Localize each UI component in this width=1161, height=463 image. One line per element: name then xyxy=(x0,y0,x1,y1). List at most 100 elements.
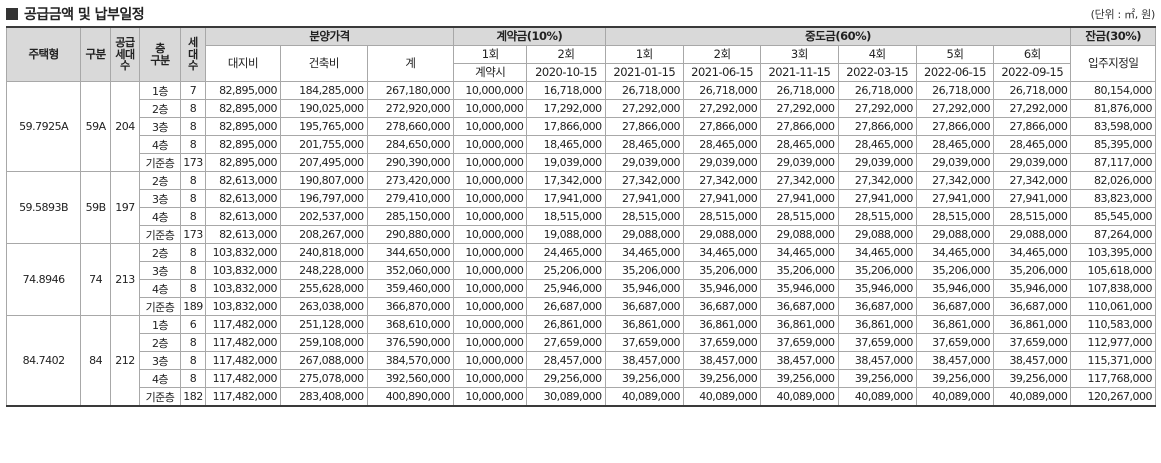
table-row: 74.8946 74 213 2층 8 103,832,000 240,818,000 344… xyxy=(5,243,1156,316)
table-row: 84.7402 84 212 1층 6 117,482,000 251,128,000 368… xyxy=(5,315,1156,407)
balance-cell: 107,838,000 xyxy=(1070,279,1156,298)
total-price-cell: 392,560,000 xyxy=(366,369,455,388)
unit-code-cell: 59A xyxy=(80,81,112,172)
units-cell: 189 xyxy=(180,297,206,316)
mid-payment-cell: 37,659,000 xyxy=(682,333,762,352)
unit-type-cell: 59.7925A xyxy=(5,81,82,172)
col-units: 세 대 수 xyxy=(180,26,206,82)
table-row: 기준층 189 103,832,000 263,038,000 366,870,000 1… xyxy=(7,297,1156,316)
land-price-cell: 82,895,000 xyxy=(204,153,282,172)
deposit-1-cell: 10,000,000 xyxy=(453,153,528,172)
mid-payment-cell: 29,039,000 xyxy=(760,153,839,172)
balance-cell: 81,876,000 xyxy=(1070,99,1156,118)
land-price-cell: 82,613,000 xyxy=(204,171,282,190)
mid-payment-cell: 38,457,000 xyxy=(604,351,684,370)
mid-payment-cell: 34,465,000 xyxy=(915,243,995,262)
floor-cell: 기준층 xyxy=(138,225,182,244)
unit-code-cell: 74 xyxy=(80,243,112,316)
mid-payment-cell: 35,946,000 xyxy=(760,279,839,298)
mid-payment-cell: 29,039,000 xyxy=(915,153,995,172)
col-mid-date: 2021-01-15 xyxy=(604,63,684,82)
mid-payment-cell: 27,866,000 xyxy=(993,117,1072,136)
deposit-1-cell: 10,000,000 xyxy=(453,189,528,208)
mid-payment-cell: 38,457,000 xyxy=(760,351,839,370)
col-dep-round: 1회 xyxy=(453,45,528,64)
land-price-cell: 82,613,000 xyxy=(204,207,282,226)
mid-payment-cell: 27,941,000 xyxy=(682,189,762,208)
mid-payment-cell: 37,659,000 xyxy=(837,333,917,352)
mid-payment-cell: 29,088,000 xyxy=(837,225,917,244)
building-price-cell: 207,495,000 xyxy=(280,153,368,172)
mid-payment-cell: 26,718,000 xyxy=(915,81,995,100)
mid-payment-cell: 35,946,000 xyxy=(604,279,684,298)
deposit-2-cell: 17,342,000 xyxy=(526,171,606,190)
units-cell: 8 xyxy=(180,99,206,118)
floor-cell: 기준층 xyxy=(138,297,182,316)
land-price-cell: 117,482,000 xyxy=(204,369,282,388)
floor-cell: 2층 xyxy=(138,99,182,118)
supply-count-cell: 212 xyxy=(110,315,140,407)
building-price-cell: 263,038,000 xyxy=(280,297,368,316)
balance-cell: 83,823,000 xyxy=(1070,189,1156,208)
building-price-cell: 255,628,000 xyxy=(280,279,368,298)
deposit-1-cell: 10,000,000 xyxy=(453,279,528,298)
mid-payment-cell: 27,941,000 xyxy=(837,189,917,208)
total-price-cell: 290,390,000 xyxy=(366,153,455,172)
total-price-cell: 285,150,000 xyxy=(366,207,455,226)
land-price-cell: 82,613,000 xyxy=(204,225,282,244)
deposit-2-cell: 19,088,000 xyxy=(526,225,606,244)
col-building: 건축비 xyxy=(280,45,368,82)
unit-type-cell: 59.5893B xyxy=(5,171,82,244)
mid-payment-cell: 40,089,000 xyxy=(682,387,762,407)
col-supply-units: 공급 세대 수 xyxy=(110,26,140,82)
table-row: 4층 8 82,895,000 201,755,000 284,650,000 10,00… xyxy=(7,135,1156,154)
mid-payment-cell: 39,256,000 xyxy=(837,369,917,388)
mid-payment-cell: 29,039,000 xyxy=(682,153,762,172)
units-cell: 182 xyxy=(180,387,206,407)
mid-payment-cell: 36,687,000 xyxy=(915,297,995,316)
mid-payment-cell: 35,206,000 xyxy=(604,261,684,280)
mid-payment-cell: 35,946,000 xyxy=(993,279,1072,298)
mid-payment-cell: 27,342,000 xyxy=(915,171,995,190)
deposit-2-cell: 24,465,000 xyxy=(526,243,606,262)
building-price-cell: 275,078,000 xyxy=(280,369,368,388)
units-cell: 8 xyxy=(180,117,206,136)
total-price-cell: 279,410,000 xyxy=(366,189,455,208)
total-price-cell: 290,880,000 xyxy=(366,225,455,244)
col-mid-round: 2회 xyxy=(682,45,762,64)
unit-code-cell: 84 xyxy=(80,315,112,407)
floor-cell: 4층 xyxy=(138,369,182,388)
col-mid-date: 2021-11-15 xyxy=(760,63,839,82)
building-price-cell: 190,025,000 xyxy=(280,99,368,118)
mid-payment-cell: 27,941,000 xyxy=(604,189,684,208)
mid-payment-cell: 27,292,000 xyxy=(604,99,684,118)
land-price-cell: 82,895,000 xyxy=(204,135,282,154)
section-header: 공급금액 및 납부일정 xyxy=(6,4,145,24)
table-row: 3층 8 82,613,000 196,797,000 279,410,000 10,00… xyxy=(7,189,1156,208)
deposit-2-cell: 17,866,000 xyxy=(526,117,606,136)
land-price-cell: 117,482,000 xyxy=(204,333,282,352)
table-row: 59.7925A 59A 204 1층 7 82,895,000 184,285,000 26… xyxy=(5,81,1156,172)
mid-payment-cell: 40,089,000 xyxy=(760,387,839,407)
balance-cell: 80,154,000 xyxy=(1070,81,1156,100)
total-price-cell: 284,650,000 xyxy=(366,135,455,154)
supply-count-cell: 204 xyxy=(110,81,140,172)
col-floor: 층 구분 xyxy=(138,26,182,82)
deposit-2-cell: 26,687,000 xyxy=(526,297,606,316)
mid-payment-cell: 36,861,000 xyxy=(837,315,917,334)
mid-payment-cell: 34,465,000 xyxy=(604,243,684,262)
total-price-cell: 359,460,000 xyxy=(366,279,455,298)
units-cell: 8 xyxy=(180,207,206,226)
mid-payment-cell: 27,941,000 xyxy=(993,189,1072,208)
mid-payment-cell: 39,256,000 xyxy=(993,369,1072,388)
table-row: 기준층 173 82,895,000 207,495,000 290,390,000 10… xyxy=(7,153,1156,172)
floor-cell: 1층 xyxy=(138,315,182,334)
col-balance-group: 잔금(30%) xyxy=(1070,26,1156,46)
mid-payment-cell: 28,515,000 xyxy=(682,207,762,226)
col-dep-round: 2회 xyxy=(526,45,606,64)
mid-payment-cell: 36,687,000 xyxy=(682,297,762,316)
mid-payment-cell: 29,088,000 xyxy=(915,225,995,244)
mid-payment-cell: 37,659,000 xyxy=(993,333,1072,352)
mid-payment-cell: 27,941,000 xyxy=(760,189,839,208)
mid-payment-cell: 40,089,000 xyxy=(915,387,995,407)
